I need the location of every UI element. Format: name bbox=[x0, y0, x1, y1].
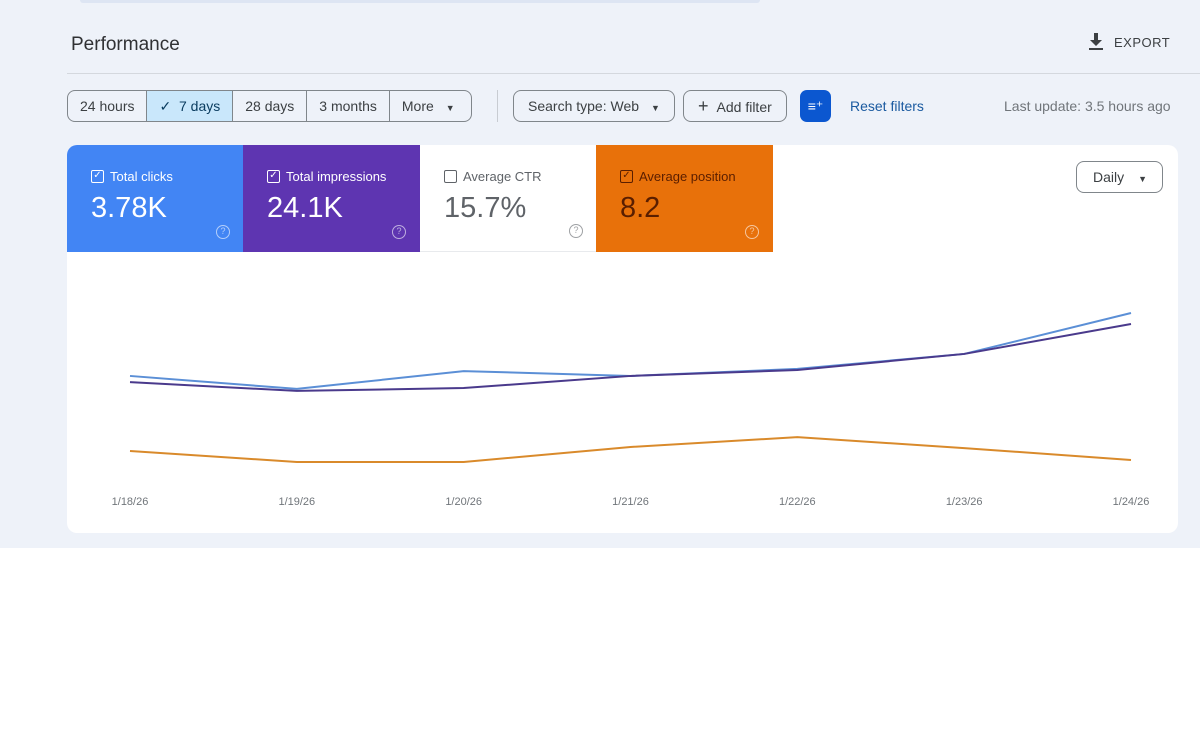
metric-label: Average CTR bbox=[463, 169, 542, 184]
reset-filters-link[interactable]: Reset filters bbox=[850, 98, 924, 114]
checkbox-checked-icon[interactable]: ✓ bbox=[267, 170, 280, 183]
export-label: EXPORT bbox=[1114, 34, 1171, 50]
last-update-text: Last update: 3.5 hours ago bbox=[1004, 98, 1171, 114]
help-icon[interactable]: ? bbox=[745, 225, 759, 239]
page-title: Performance bbox=[71, 34, 180, 55]
divider bbox=[497, 90, 498, 122]
help-icon[interactable]: ? bbox=[569, 224, 583, 238]
performance-line-chart: 1/18/26 1/19/26 1/20/26 1/21/26 1/22/26 1/23/… bbox=[112, 312, 1150, 508]
check-icon: ✓ bbox=[159, 98, 179, 114]
chevron-down-icon: ▼ bbox=[445, 103, 455, 113]
metric-value: 15.7% bbox=[444, 192, 527, 224]
metric-label: Total impressions bbox=[286, 169, 387, 184]
granularity-label: Daily bbox=[1093, 169, 1125, 185]
x-tick-label: 1/23/26 bbox=[946, 496, 983, 508]
metric-average-ctr[interactable]: Average CTR 15.7% ? bbox=[420, 145, 597, 252]
chevron-down-icon: ▼ bbox=[1138, 174, 1148, 184]
series-line-total-impressions bbox=[129, 323, 1132, 392]
x-tick-label: 1/22/26 bbox=[779, 496, 816, 508]
range-28-days[interactable]: 28 days bbox=[233, 91, 308, 121]
metric-total-impressions[interactable]: ✓ Total impressions 24.1K ? bbox=[243, 145, 420, 252]
metric-average-position[interactable]: ✓ Average position 8.2 ? bbox=[596, 145, 773, 252]
divider bbox=[67, 73, 1200, 74]
top-bar-edge bbox=[80, 0, 760, 3]
performance-panel: Performance EXPORT 24 hours ✓ 7 days 28 … bbox=[0, 0, 1200, 548]
export-button[interactable]: EXPORT bbox=[1088, 33, 1170, 51]
metric-value: 8.2 bbox=[620, 192, 661, 224]
range-label: 7 days bbox=[179, 98, 221, 114]
x-tick-label: 1/18/26 bbox=[112, 496, 149, 508]
performance-chart-card: 1/18/26 1/19/26 1/20/26 1/21/26 1/22/26 1/23/… bbox=[67, 145, 1178, 533]
granularity-dropdown[interactable]: Daily ▼ bbox=[1076, 161, 1163, 193]
range-7-days[interactable]: ✓ 7 days bbox=[147, 91, 234, 121]
add-filter-button[interactable]: + Add filter bbox=[683, 90, 787, 122]
checkbox-checked-icon[interactable]: ✓ bbox=[91, 170, 104, 183]
checkbox-unchecked-icon[interactable] bbox=[444, 170, 457, 183]
help-icon[interactable]: ? bbox=[392, 225, 406, 239]
more-label: More bbox=[401, 98, 434, 114]
x-tick-label: 1/21/26 bbox=[612, 496, 649, 508]
filter-icon-button[interactable]: ≡⁺ bbox=[800, 90, 831, 122]
checkbox-checked-icon[interactable]: ✓ bbox=[620, 170, 633, 183]
date-range-selector: 24 hours ✓ 7 days 28 days 3 months More ▼ bbox=[67, 90, 472, 122]
x-tick-label: 1/24/26 bbox=[1113, 496, 1150, 508]
filter-add-icon: ≡⁺ bbox=[807, 98, 824, 114]
x-tick-label: 1/19/26 bbox=[278, 496, 315, 508]
help-icon[interactable]: ? bbox=[216, 225, 230, 239]
x-tick-label: 1/20/26 bbox=[445, 496, 482, 508]
metric-value: 24.1K bbox=[267, 192, 343, 224]
search-type-label: Search type: Web bbox=[528, 98, 640, 114]
range-24-hours[interactable]: 24 hours bbox=[68, 91, 148, 121]
series-line-average-position bbox=[129, 436, 1132, 463]
range-3-months[interactable]: 3 months bbox=[307, 91, 390, 121]
metric-value: 3.78K bbox=[91, 192, 167, 224]
chevron-down-icon: ▼ bbox=[651, 103, 660, 113]
range-more[interactable]: More ▼ bbox=[390, 91, 471, 121]
metric-label: Average position bbox=[639, 169, 736, 184]
plus-icon: + bbox=[698, 96, 709, 116]
metric-total-clicks[interactable]: ✓ Total clicks 3.78K ? bbox=[67, 145, 244, 252]
download-icon bbox=[1089, 33, 1103, 50]
search-type-dropdown[interactable]: Search type: Web ▼ bbox=[513, 90, 675, 122]
metric-label: Total clicks bbox=[110, 169, 173, 184]
add-filter-label: Add filter bbox=[716, 99, 772, 115]
